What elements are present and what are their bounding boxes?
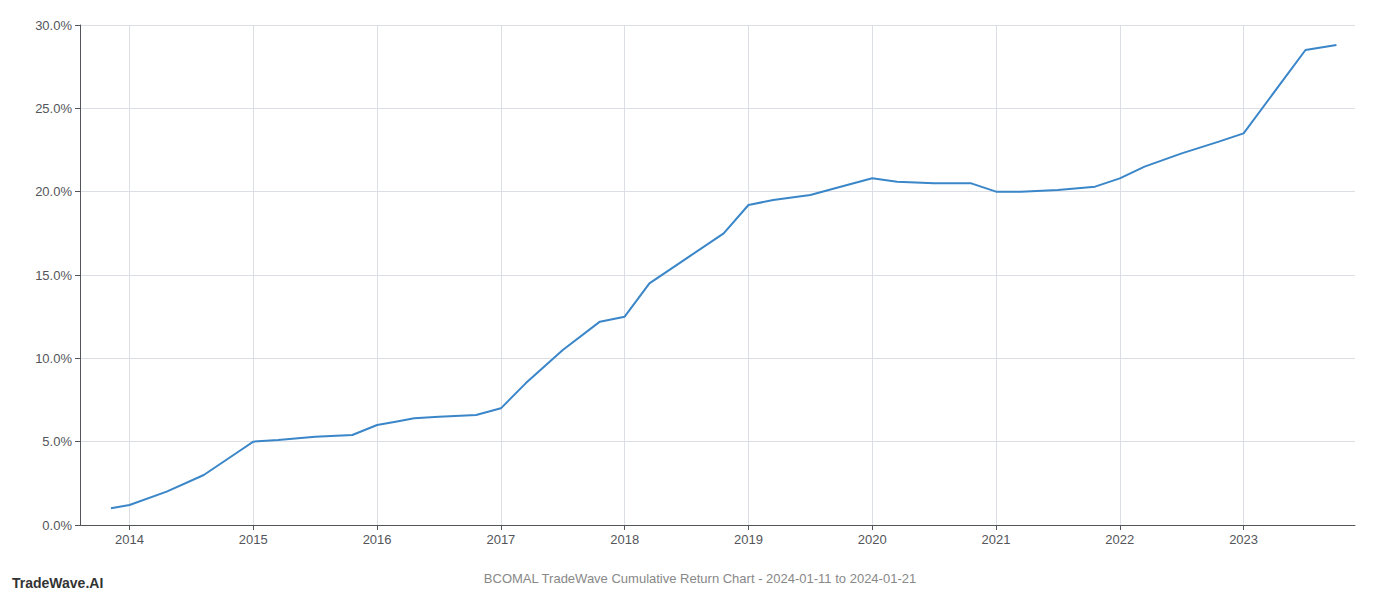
svg-text:2019: 2019 [734, 532, 763, 547]
svg-text:10.0%: 10.0% [35, 351, 72, 366]
svg-text:2017: 2017 [486, 532, 515, 547]
svg-text:2021: 2021 [982, 532, 1011, 547]
svg-text:2018: 2018 [610, 532, 639, 547]
svg-text:2020: 2020 [858, 532, 887, 547]
svg-text:5.0%: 5.0% [42, 434, 72, 449]
svg-text:2016: 2016 [363, 532, 392, 547]
svg-text:15.0%: 15.0% [35, 268, 72, 283]
svg-text:2015: 2015 [239, 532, 268, 547]
svg-text:2022: 2022 [1105, 532, 1134, 547]
svg-text:2023: 2023 [1229, 532, 1258, 547]
svg-text:BCOMAL TradeWave Cumulative Re: BCOMAL TradeWave Cumulative Return Chart… [484, 571, 916, 586]
svg-text:2014: 2014 [115, 532, 144, 547]
svg-text:0.0%: 0.0% [42, 518, 72, 533]
svg-text:30.0%: 30.0% [35, 18, 72, 33]
svg-text:25.0%: 25.0% [35, 101, 72, 116]
svg-text:20.0%: 20.0% [35, 184, 72, 199]
svg-text:TradeWave.AI: TradeWave.AI [12, 575, 103, 591]
